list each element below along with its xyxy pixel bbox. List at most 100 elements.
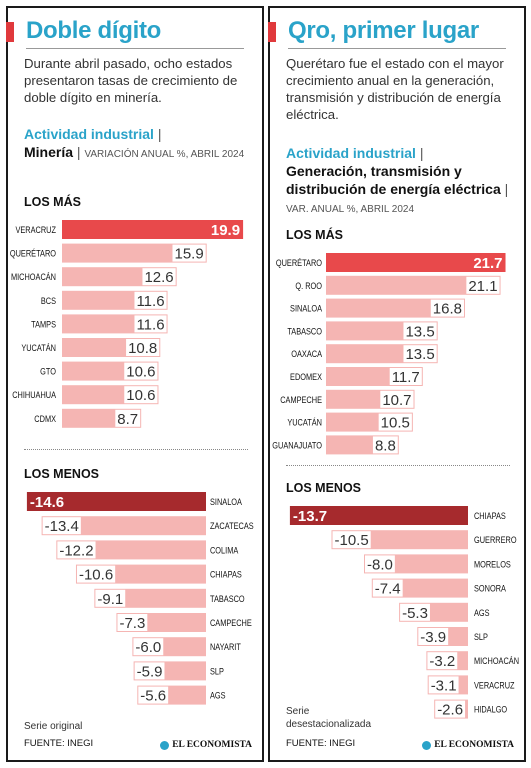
brand-logo: EL ECONOMISTA bbox=[160, 740, 252, 750]
brand-logo: EL ECONOMISTA bbox=[422, 740, 514, 750]
category-label: Q. ROO bbox=[295, 281, 322, 291]
heading-los-mas: LOS MÁS bbox=[286, 228, 343, 242]
value-label-bg bbox=[57, 541, 96, 559]
value-label: -8.0 bbox=[367, 556, 393, 573]
category-label: VERACRUZ bbox=[15, 225, 56, 235]
value-label-bg bbox=[403, 322, 437, 340]
value-label: 11.6 bbox=[136, 293, 164, 310]
brand-name: EL ECONOMISTA bbox=[434, 740, 514, 750]
category-label: MICHOACÁN bbox=[474, 655, 519, 666]
category-label: SONORA bbox=[474, 584, 506, 594]
value-label: 15.9 bbox=[174, 246, 203, 263]
value-label: -3.9 bbox=[420, 629, 446, 646]
category-label: SLP bbox=[474, 632, 488, 642]
title-divider bbox=[26, 48, 244, 49]
value-label: 13.5 bbox=[405, 323, 434, 340]
category-label: SINALOA bbox=[290, 304, 322, 314]
value-label: 8.7 bbox=[117, 411, 138, 428]
category-label: VERACRUZ bbox=[474, 681, 515, 691]
value-label-bg bbox=[124, 362, 158, 380]
category-label: GTO bbox=[40, 367, 56, 377]
panel-description: Querétaro fue el estado con el mayor cre… bbox=[286, 56, 504, 122]
category-label: AGS bbox=[210, 691, 226, 701]
value-label-bg bbox=[466, 276, 500, 294]
chart-mineria-los-menos: SINALOA -14.6 ZACATECAS -13.4 COLIMA -12.2 CHI… bbox=[26, 492, 254, 705]
category-label: SINALOA bbox=[210, 497, 242, 507]
brand-name: EL ECONOMISTA bbox=[172, 740, 252, 750]
value-label-bg bbox=[138, 686, 169, 704]
value-label-bg bbox=[378, 413, 412, 431]
category-label: MORELOS bbox=[474, 560, 511, 570]
value-label-bg bbox=[133, 638, 164, 656]
value-label: -14.6 bbox=[30, 494, 64, 511]
value-label: -5.6 bbox=[140, 688, 166, 705]
value-label-bg bbox=[134, 662, 165, 680]
chart-subtitle: Actividad industrial | Generación, trans… bbox=[286, 145, 509, 215]
value-label-bg bbox=[435, 700, 466, 718]
bar bbox=[62, 243, 207, 263]
chart-subtitle: Actividad industrial | Minería | VARIACI… bbox=[24, 126, 245, 160]
value-label-bg bbox=[403, 345, 437, 363]
subtitle-name: Minería bbox=[24, 144, 74, 160]
value-label: -10.5 bbox=[335, 532, 369, 549]
value-label: -5.9 bbox=[137, 663, 163, 680]
value-label-bg bbox=[134, 315, 167, 333]
category-label: GUERRERO bbox=[474, 536, 517, 546]
source: FUENTE: INEGI bbox=[24, 738, 94, 749]
title-accent-bar bbox=[268, 22, 276, 42]
value-label: -7.4 bbox=[375, 581, 401, 598]
heading-los-menos: LOS MENOS bbox=[286, 481, 362, 495]
heading-los-mas: LOS MÁS bbox=[24, 195, 81, 209]
chart-mineria-los-mas: VERACRUZ 19.9 QUERÉTARO 15.9 MICHOACÁN 12.6 BC… bbox=[10, 220, 244, 428]
title-divider bbox=[288, 48, 506, 49]
value-label: -5.3 bbox=[402, 605, 428, 622]
category-label: TABASCO bbox=[210, 594, 245, 604]
category-label: MICHOACÁN bbox=[11, 271, 56, 282]
value-label-bg bbox=[117, 614, 148, 631]
value-label-bg bbox=[124, 386, 158, 404]
category-label: BCS bbox=[41, 296, 57, 306]
subtitle-label: Actividad industrial bbox=[24, 126, 154, 142]
subtitle-unit: VARIACIÓN ANUAL %, ABRIL 2024 bbox=[84, 149, 245, 160]
value-label: 8.8 bbox=[375, 437, 396, 454]
footnote: Serie desestacionalizada bbox=[286, 706, 372, 730]
value-label: -6.0 bbox=[135, 639, 161, 656]
footnote: Serie original bbox=[24, 721, 83, 732]
category-label: NAYARIT bbox=[210, 643, 241, 653]
value-label-bg bbox=[365, 555, 395, 573]
value-label-bg bbox=[380, 390, 414, 408]
value-label: 11.6 bbox=[136, 316, 164, 333]
category-label: OAXACA bbox=[291, 350, 322, 360]
category-label: CDMX bbox=[34, 414, 56, 424]
value-label-bg bbox=[418, 628, 449, 645]
value-label: -9.1 bbox=[97, 591, 123, 608]
value-label-bg bbox=[115, 409, 141, 427]
section-divider bbox=[286, 465, 510, 466]
value-label-bg bbox=[95, 589, 126, 607]
bar bbox=[326, 253, 506, 272]
category-label: GUANAJUATO bbox=[272, 441, 322, 451]
value-label: -3.2 bbox=[429, 653, 455, 670]
value-label: 12.6 bbox=[144, 269, 173, 286]
value-label-bg bbox=[172, 244, 206, 262]
category-label: COLIMA bbox=[210, 546, 239, 556]
category-label: TAMPS bbox=[31, 320, 56, 330]
value-label-bg bbox=[430, 299, 464, 317]
category-label: CHIAPAS bbox=[474, 511, 506, 521]
panel-mineria: Doble dígito Durante abril pasado, ocho … bbox=[6, 6, 264, 762]
value-label-bg bbox=[427, 652, 458, 670]
value-label: 10.8 bbox=[128, 340, 157, 357]
value-label: -13.7 bbox=[293, 508, 327, 525]
panel-title: Doble dígito bbox=[26, 17, 162, 44]
bar bbox=[62, 220, 244, 239]
value-label-bg bbox=[76, 565, 116, 583]
category-label: QUERÉTARO bbox=[10, 248, 56, 259]
category-label: YUCATÁN bbox=[21, 342, 56, 353]
category-label: CAMPECHE bbox=[210, 618, 252, 628]
value-label: -12.2 bbox=[59, 542, 93, 559]
bar bbox=[289, 506, 468, 525]
heading-los-menos: LOS MENOS bbox=[24, 467, 100, 481]
category-label: SLP bbox=[210, 667, 224, 677]
category-label: HIDALGO bbox=[474, 705, 507, 715]
source: FUENTE: INEGI bbox=[286, 738, 356, 749]
